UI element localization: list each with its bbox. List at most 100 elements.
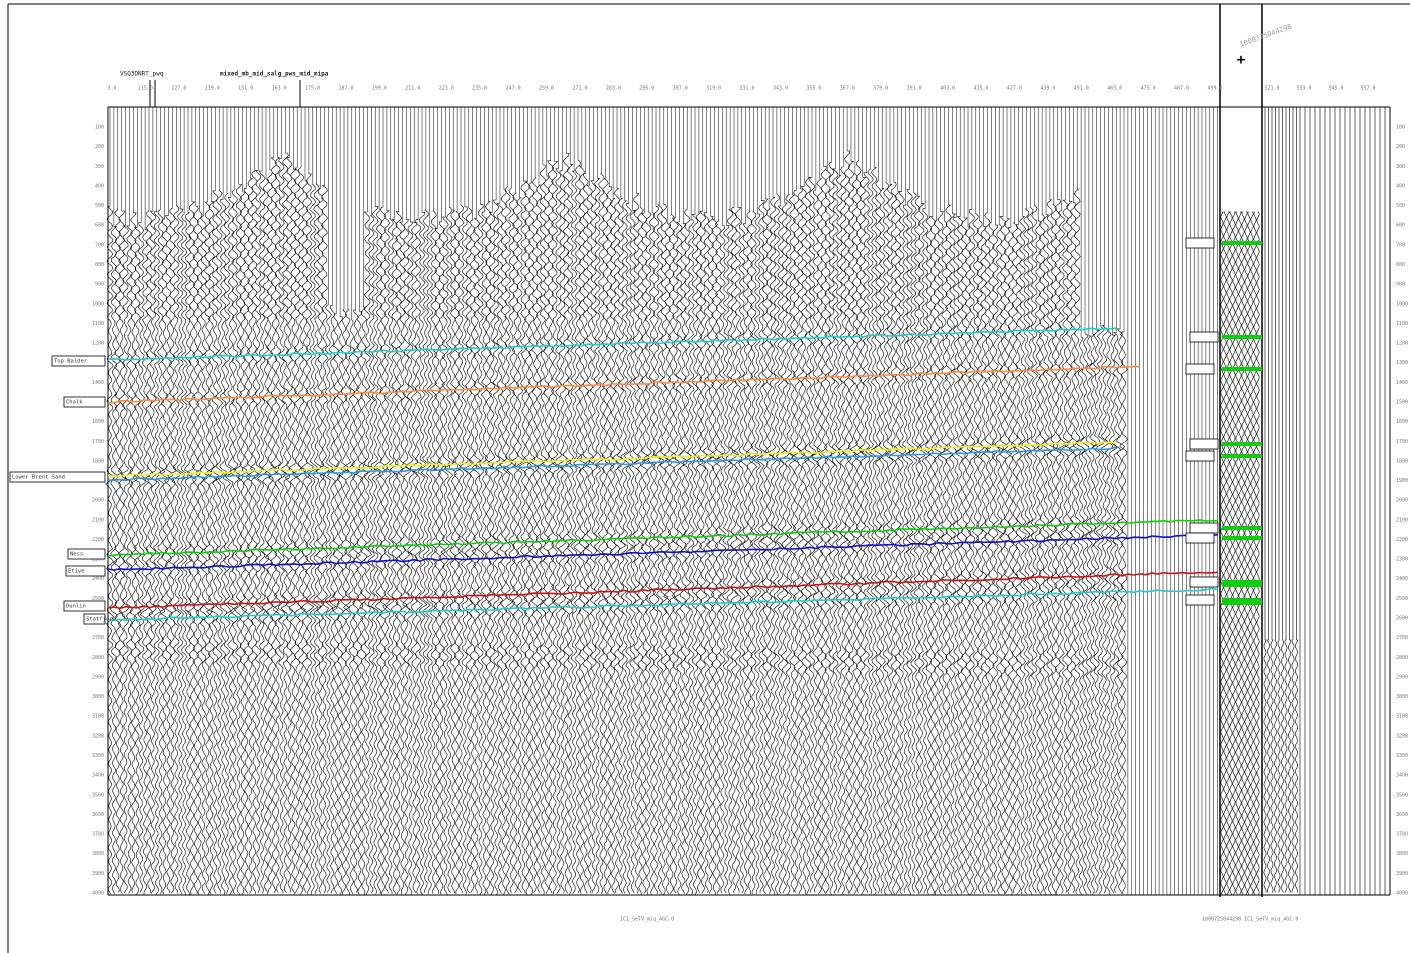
top-axis-label: 475.0 <box>1141 86 1156 92</box>
horizon-label-box <box>63 600 106 612</box>
time-axis-label: 1400 <box>1396 380 1408 386</box>
top-axis-label: 331.0 <box>740 86 755 92</box>
horizon-line <box>107 519 1218 557</box>
top-axis-label: 199.0 <box>372 86 387 92</box>
time-axis-label: 300 <box>95 164 104 170</box>
horizon-label-box <box>83 613 106 625</box>
time-axis-label: 3600 <box>92 812 104 818</box>
top-axis-label: 223.0 <box>439 86 454 92</box>
time-axis-label: 3200 <box>92 733 104 739</box>
time-axis-label: 1700 <box>1396 439 1408 445</box>
well-traces <box>1220 211 1260 895</box>
horizon-label: Chalk <box>66 400 83 406</box>
time-axis-label: 3500 <box>92 792 104 798</box>
top-axis-label: 451.0 <box>1074 86 1089 92</box>
time-axis-label: 3600 <box>1396 812 1408 818</box>
time-axis-label: 1200 <box>92 341 104 347</box>
horizon-label-box <box>67 548 106 560</box>
horizon-label: Top Balder <box>54 359 88 365</box>
reference-traces <box>1263 107 1386 895</box>
time-axis-label: 700 <box>1396 242 1405 248</box>
time-axis-label: 1000 <box>1396 301 1408 307</box>
top-axis-label: 463.0 <box>1107 86 1122 92</box>
well-tie <box>1222 335 1262 339</box>
well-marker-box <box>1189 576 1219 588</box>
time-axis-label: 1700 <box>92 439 104 445</box>
top-axis-label: 3.0 <box>107 86 116 92</box>
top-axis-label: 343.0 <box>773 86 788 92</box>
top-axis-label: 403.0 <box>940 86 955 92</box>
time-axis-label: 400 <box>1396 183 1405 189</box>
horizon-label: Lower Brent Sand <box>12 475 65 481</box>
top-axis-label: 163.0 <box>272 86 287 92</box>
top-axis-label: 187.0 <box>338 86 353 92</box>
seismic-traces <box>105 150 1128 896</box>
well-tie <box>1222 367 1262 371</box>
horizon-label-box <box>63 396 106 408</box>
top-axis-label: 545.0 <box>1328 86 1343 92</box>
time-axis-label: 2100 <box>1396 517 1408 523</box>
time-axis-label: 2700 <box>1396 635 1408 641</box>
time-axis-label: 2500 <box>1396 596 1408 602</box>
top-axis-label: 521.0 <box>1264 86 1279 92</box>
time-axis-label: 3400 <box>92 773 104 779</box>
well-tie <box>1222 580 1262 587</box>
horizon-line <box>107 365 1141 404</box>
horizon-label: Statfjord <box>86 617 116 623</box>
top-axis-label: 295.0 <box>639 86 654 92</box>
time-axis-label: 2400 <box>1396 576 1408 582</box>
time-axis-label: 3500 <box>1396 792 1408 798</box>
top-axis-label: 319.0 <box>706 86 721 92</box>
top-axis-label: 247.0 <box>506 86 521 92</box>
top-axis-label: 271.0 <box>572 86 587 92</box>
top-axis-label: 307.0 <box>673 86 688 92</box>
horizon-line <box>107 571 1219 610</box>
dead-traces <box>109 107 1218 895</box>
horizon-line <box>107 533 1219 571</box>
time-axis-label: 3100 <box>1396 714 1408 720</box>
time-axis-label: 2000 <box>92 498 104 504</box>
time-axis-label: 1300 <box>1396 360 1408 366</box>
top-axis-label: 427.0 <box>1007 86 1022 92</box>
time-axis-label: 3400 <box>1396 773 1408 779</box>
time-axis-label: 700 <box>95 242 104 248</box>
time-axis-label: 100 <box>95 125 104 131</box>
well-marker-box <box>1189 522 1219 534</box>
top-axis-label: 499.0 <box>1207 86 1222 92</box>
time-axis-label: 2200 <box>92 537 104 543</box>
header-label: mixed_mb_mid_salg_pws_mid_mipa <box>220 71 329 78</box>
horizon-line <box>107 327 1117 361</box>
time-axis-label: 4000 <box>1396 891 1408 897</box>
time-axis-label: 3300 <box>92 753 104 759</box>
time-axis-label: 2300 <box>92 557 104 563</box>
time-axis-label: 2900 <box>92 674 104 680</box>
well-marker-box <box>1185 450 1215 462</box>
time-axis-label: 3300 <box>1396 753 1408 759</box>
time-axis-label: 1200 <box>1396 341 1408 347</box>
well-tie <box>1222 526 1262 530</box>
well-marker-box <box>1189 438 1219 450</box>
top-axis-label: 259.0 <box>539 86 554 92</box>
time-axis-label: 4000 <box>92 891 104 897</box>
well-marker-box <box>1185 532 1215 544</box>
top-axis-label: 439.0 <box>1040 86 1055 92</box>
time-axis-label: 3900 <box>1396 871 1408 877</box>
time-axis-label: 100 <box>1396 125 1405 131</box>
well-tie <box>1222 454 1262 458</box>
top-axis-label: 391.0 <box>907 86 922 92</box>
time-axis-label: 2600 <box>1396 616 1408 622</box>
well-tie <box>1222 536 1262 540</box>
horizon-line <box>108 446 1117 482</box>
top-axis-label: 415.0 <box>973 86 988 92</box>
horizon-line <box>107 587 1219 622</box>
time-axis-label: 800 <box>95 262 104 268</box>
horizon-label: Etive <box>68 569 85 575</box>
well-tie <box>1222 442 1262 446</box>
top-axis-label: 139.0 <box>205 86 220 92</box>
top-axis-label: 235.0 <box>472 86 487 92</box>
time-axis-label: 400 <box>95 183 104 189</box>
time-axis-label: 2800 <box>92 655 104 661</box>
time-axis-label: 2500 <box>92 596 104 602</box>
